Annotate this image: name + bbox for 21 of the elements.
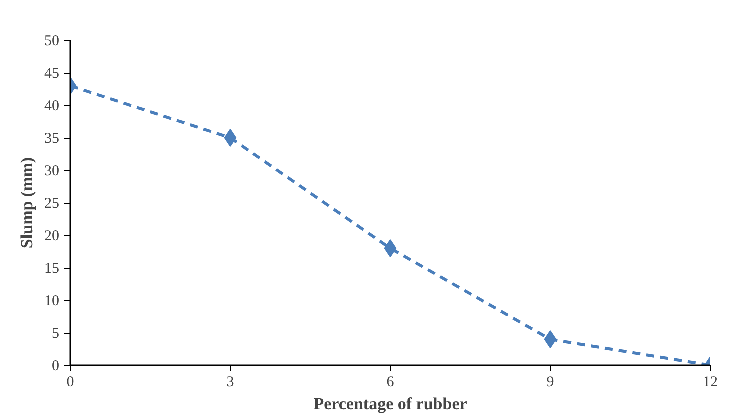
y-axis-title: Slump (mm) [18, 157, 36, 249]
y-tick-label: 25 [44, 196, 60, 212]
point [384, 240, 397, 258]
x-tick-label: 12 [703, 374, 718, 390]
y-tick-label: 45 [44, 66, 60, 82]
y-tick-label: 5 [52, 326, 60, 342]
x-tick-label: 0 [66, 374, 74, 390]
x-tick-label: 3 [226, 374, 234, 390]
y-tick-label: 40 [44, 98, 60, 114]
y-tick-label: 50 [44, 34, 60, 50]
y-tick-label: 20 [44, 228, 60, 244]
point [224, 129, 237, 147]
x-axis-title: Percentage of rubber [314, 394, 468, 414]
y-tick-label: 15 [44, 261, 60, 277]
point [544, 330, 557, 348]
y-tick-label: 10 [44, 294, 60, 310]
y-tick-label: 30 [44, 164, 60, 180]
x-tick-label: 6 [386, 374, 395, 390]
x-tick-label: 9 [546, 374, 554, 390]
y-tick-label: 35 [44, 131, 60, 147]
y-tick-label: 0 [52, 358, 60, 374]
